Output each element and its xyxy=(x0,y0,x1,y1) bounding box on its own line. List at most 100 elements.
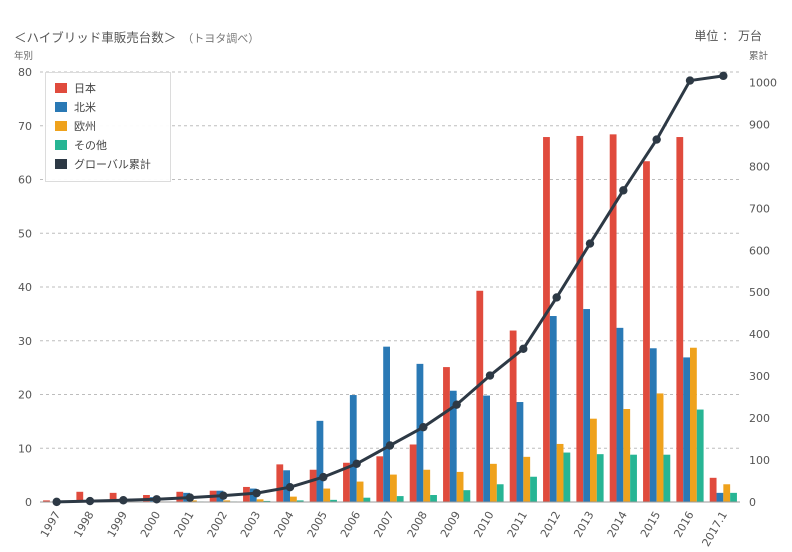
left-tick-label: 60 xyxy=(18,174,32,187)
legend-swatch-other xyxy=(55,140,67,150)
bar-0-2011 xyxy=(509,330,517,502)
bar-3-2012 xyxy=(563,452,571,502)
cumulative-point-2009 xyxy=(452,400,461,409)
bar-3-2011 xyxy=(530,476,537,502)
x-tick-label: 2010 xyxy=(471,509,496,540)
bar-1-2008 xyxy=(416,363,424,502)
left-axis-label: 年別 xyxy=(14,51,34,62)
cumulative-point-2014 xyxy=(619,186,628,195)
bar-0-1997 xyxy=(43,500,50,502)
bar-3-2016 xyxy=(696,409,704,502)
cumulative-point-1999 xyxy=(119,496,128,505)
cumulative-point-2007 xyxy=(385,441,395,450)
cumulative-point-2001 xyxy=(185,493,195,502)
x-tick-label: 2006 xyxy=(338,509,363,540)
left-tick-label: 10 xyxy=(18,442,32,455)
legend-label-japan: 日本 xyxy=(74,82,96,95)
bar-1-2010 xyxy=(483,395,490,502)
cumulative-point-2005 xyxy=(319,472,328,482)
cumulative-point-1998 xyxy=(85,496,95,506)
bar-2-2003 xyxy=(256,499,264,502)
right-tick-label: 900 xyxy=(749,118,770,131)
cumulative-point-2017.1 xyxy=(719,71,728,81)
bar-3-2004 xyxy=(296,500,304,502)
bar-2-2017.1 xyxy=(723,484,731,502)
bar-1-2009 xyxy=(449,390,457,502)
cumulative-point-2004 xyxy=(285,482,295,492)
x-tick-label: 2016 xyxy=(671,509,696,540)
bar-2-2006 xyxy=(356,481,364,502)
bar-2-2010 xyxy=(490,463,497,502)
x-tick-label: 2014 xyxy=(605,509,630,540)
right-tick-label: 100 xyxy=(749,454,770,467)
left-tick-label: 0 xyxy=(25,496,32,509)
bar-1-2005 xyxy=(316,420,324,502)
x-tick-label: 2004 xyxy=(271,509,296,540)
bar-0-2016 xyxy=(676,137,684,502)
left-tick-label: 80 xyxy=(18,66,32,79)
bar-3-2006 xyxy=(363,497,371,502)
bar-1-2014 xyxy=(616,327,624,502)
x-tick-label: 2009 xyxy=(438,509,463,540)
left-tick-label: 70 xyxy=(18,120,32,133)
legend-label-europe: 欧州 xyxy=(74,120,96,133)
bar-2-2016 xyxy=(690,347,697,502)
bar-2-2002 xyxy=(223,500,231,502)
bar-2-2012 xyxy=(556,443,564,502)
right-tick-label: 600 xyxy=(749,244,770,257)
x-tick-label: 2013 xyxy=(571,509,596,540)
right-tick-label: 300 xyxy=(749,370,770,383)
cumulative-point-2016 xyxy=(685,76,695,85)
bar-0-2004 xyxy=(276,464,284,502)
bar-2-2013 xyxy=(590,418,597,502)
bar-3-2009 xyxy=(463,490,471,502)
x-tick-label: 2007 xyxy=(371,509,396,540)
x-tick-label: 1997 xyxy=(38,509,63,540)
legend-item-other: その他 xyxy=(55,138,107,152)
cumulative-point-2002 xyxy=(219,491,228,500)
chart-source: （トヨタ調べ） xyxy=(182,32,260,45)
x-tick-label: 2011 xyxy=(505,509,530,540)
bar-2-2009 xyxy=(456,471,464,502)
legend-label-other: その他 xyxy=(74,139,107,152)
bar-1-2007 xyxy=(383,346,390,502)
legend-item-north-america: 北米 xyxy=(55,100,96,114)
bar-2-2005 xyxy=(323,488,331,502)
legend-label-global-cumulative: グローバル累計 xyxy=(74,158,151,171)
bar-3-2015 xyxy=(663,454,671,502)
chart-title-text: ＜ハイブリッド車販売台数＞ xyxy=(14,30,177,45)
left-tick-label: 50 xyxy=(18,227,32,240)
legend-item-europe: 欧州 xyxy=(55,119,96,133)
right-tick-label: 700 xyxy=(749,202,770,215)
legend-swatch-global-cumulative xyxy=(55,159,67,169)
bar-3-2005 xyxy=(330,499,337,502)
bar-1-2015 xyxy=(649,348,657,502)
x-tick-label: 2005 xyxy=(305,509,330,540)
legend-label-north-america: 北米 xyxy=(74,101,96,114)
left-tick-label: 30 xyxy=(18,335,32,348)
bar-1-2016 xyxy=(683,357,690,502)
cumulative-point-2010 xyxy=(485,371,495,380)
x-tick-label: 2012 xyxy=(538,509,563,540)
cumulative-point-2015 xyxy=(652,135,661,144)
right-tick-label: 200 xyxy=(749,412,770,425)
bar-2-2004 xyxy=(290,496,297,502)
bar-2-2015 xyxy=(656,393,664,502)
right-tick-label: 400 xyxy=(749,328,770,341)
legend-item-japan: 日本 xyxy=(55,81,96,95)
right-tick-label: 1000 xyxy=(749,76,777,89)
bar-0-2012 xyxy=(543,137,550,502)
bar-0-1999 xyxy=(109,492,117,502)
cumulative-point-2012 xyxy=(552,293,561,302)
bar-1-2012 xyxy=(549,316,557,502)
chart-title: ＜ハイブリッド車販売台数＞ （トヨタ調べ） xyxy=(14,27,259,46)
left-tick-label: 20 xyxy=(18,389,32,402)
bar-2-2014 xyxy=(623,409,631,502)
bar-3-2014 xyxy=(630,454,637,502)
x-tick-label: 2017.1 xyxy=(699,509,730,549)
x-tick-label: 2002 xyxy=(205,509,230,540)
legend: 日本 北米 欧州 その他 グローバル累計 xyxy=(45,72,171,182)
bar-3-2003 xyxy=(263,500,271,502)
legend-item-global-cumulative: グローバル累計 xyxy=(55,157,151,171)
